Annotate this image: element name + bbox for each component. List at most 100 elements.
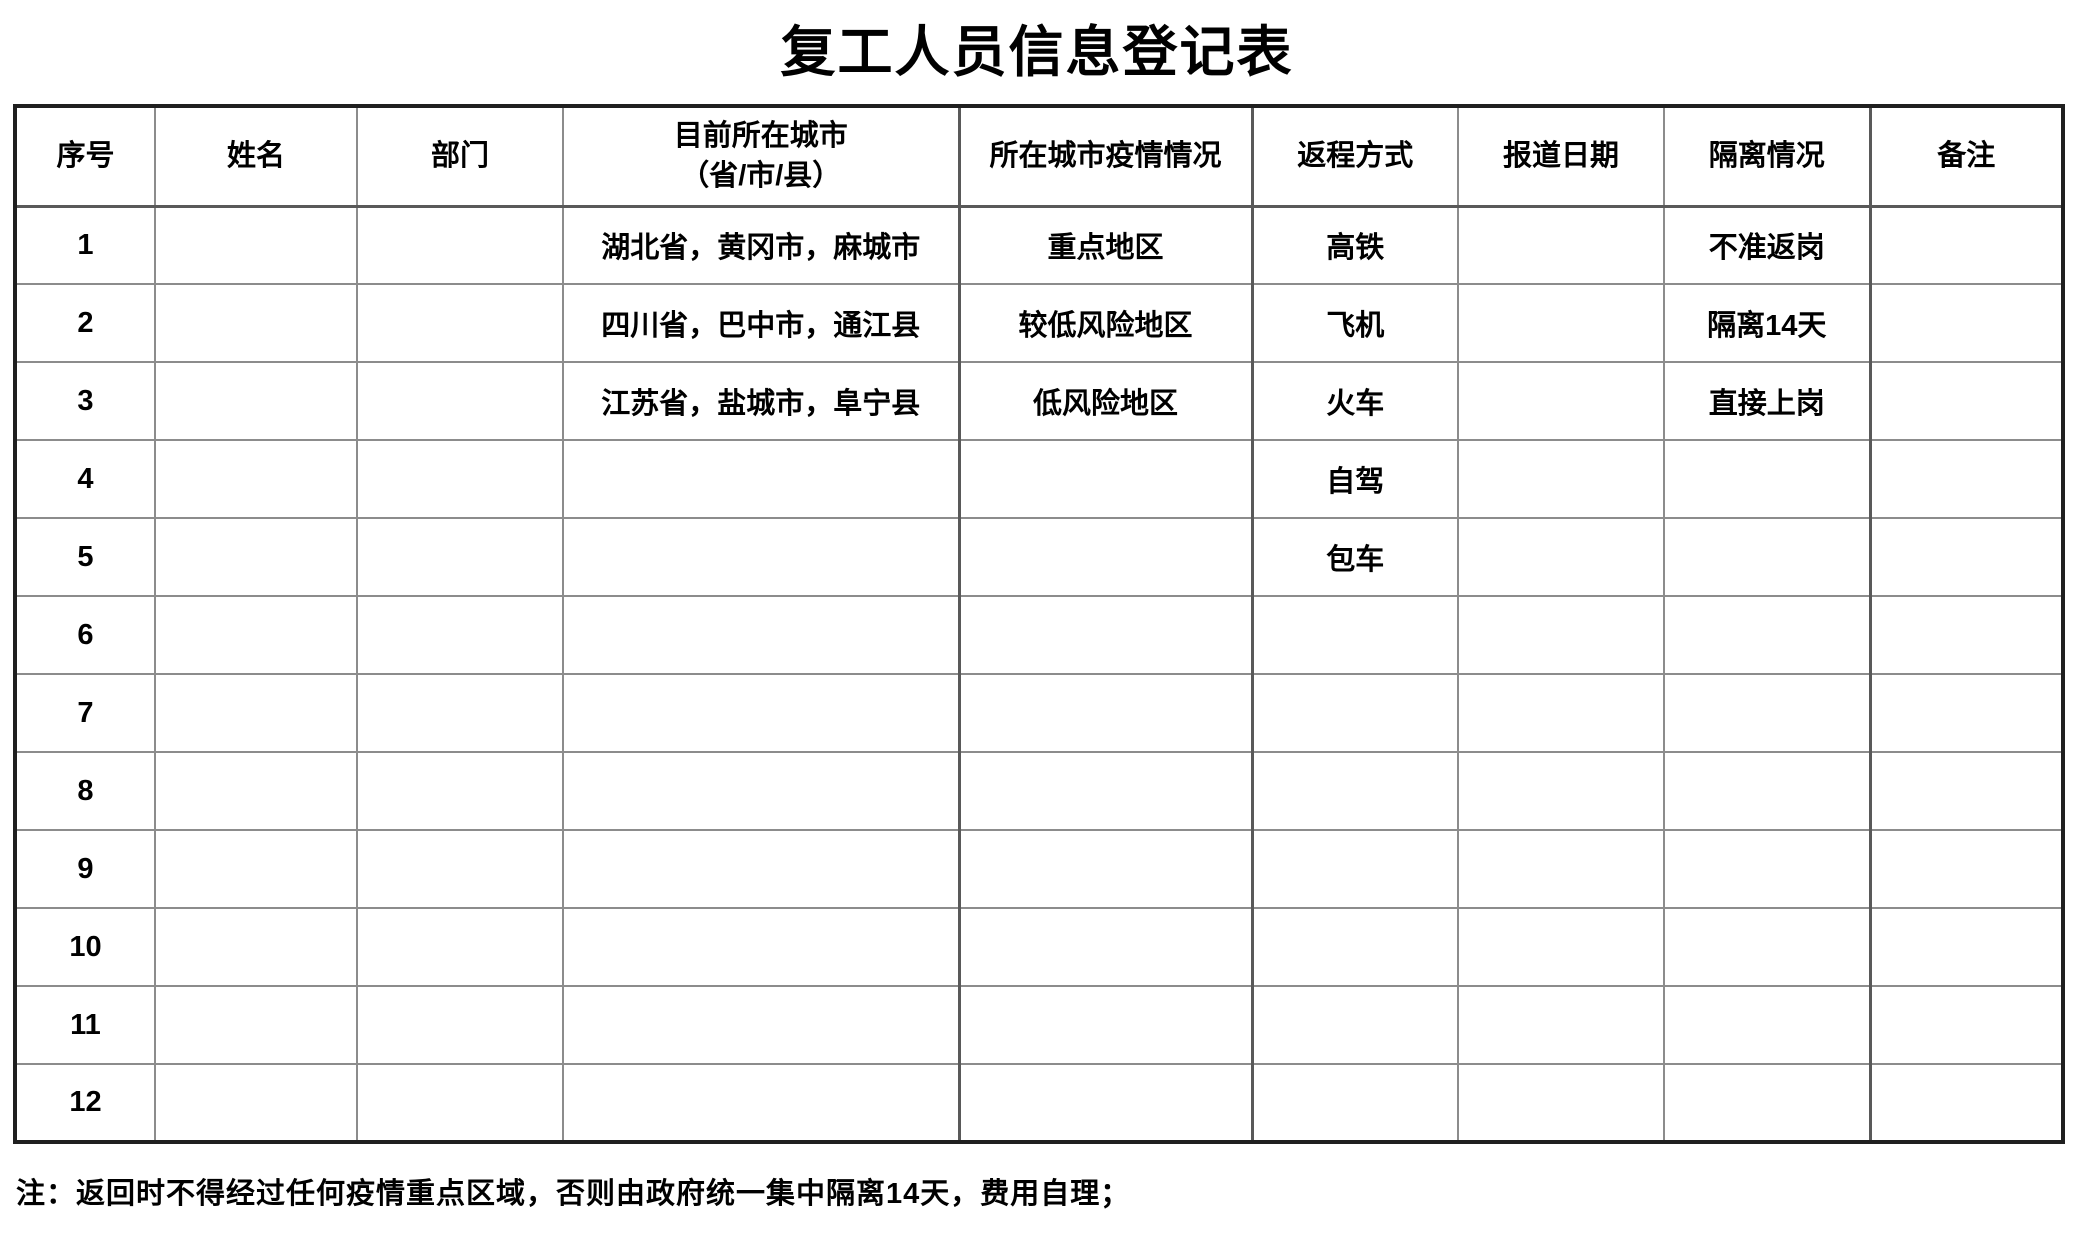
- cell-city: [562, 439, 960, 519]
- cell-dept: [356, 439, 564, 519]
- cell-city: [562, 517, 960, 597]
- column-header-quarantine: 隔离情况: [1663, 105, 1871, 208]
- cell-city: [562, 751, 960, 831]
- cell-no: 6: [14, 595, 156, 675]
- cell-dept: [356, 1063, 564, 1143]
- column-header-risk: 所在城市疫情情况: [957, 105, 1253, 208]
- cell-risk: [957, 517, 1253, 597]
- cell-remark: [1868, 907, 2064, 987]
- cell-name: [154, 985, 358, 1065]
- cell-remark: [1868, 673, 2064, 753]
- cell-risk: [957, 907, 1253, 987]
- cell-no: 12: [14, 1063, 156, 1143]
- cell-no: 7: [14, 673, 156, 753]
- table-row: 7: [14, 673, 2064, 753]
- cell-remark: [1868, 1063, 2064, 1143]
- cell-transport: 高铁: [1250, 205, 1459, 285]
- cell-name: [154, 673, 358, 753]
- cell-no: 5: [14, 517, 156, 597]
- cell-quarantine: 隔离14天: [1663, 283, 1871, 363]
- header-row: 序号 姓名 部门 目前所在城市 （省/市/县） 所在城市疫情情况 返程方式 报道…: [14, 105, 2064, 208]
- cell-risk: [957, 595, 1253, 675]
- table-body: 1 湖北省，黄冈市，麻城市 重点地区 高铁 不准返岗 2 四川省，巴中市，通江县 较低风险地区…: [14, 205, 2064, 1143]
- cell-transport: [1250, 751, 1459, 831]
- cell-quarantine: [1663, 985, 1871, 1065]
- cell-risk: [957, 439, 1253, 519]
- cell-report_date: [1457, 985, 1665, 1065]
- cell-city: [562, 907, 960, 987]
- cell-report_date: [1457, 283, 1665, 363]
- cell-dept: [356, 829, 564, 909]
- table-row: 10: [14, 907, 2064, 987]
- cell-risk: [957, 1063, 1253, 1143]
- table-row: 9: [14, 829, 2064, 909]
- cell-name: [154, 907, 358, 987]
- cell-dept: [356, 673, 564, 753]
- table-row: 1 湖北省，黄冈市，麻城市 重点地区 高铁 不准返岗: [14, 205, 2064, 285]
- column-header-name: 姓名: [154, 105, 358, 208]
- cell-report_date: [1457, 361, 1665, 441]
- cell-remark: [1868, 829, 2064, 909]
- cell-transport: [1250, 1063, 1459, 1143]
- cell-risk: 低风险地区: [957, 361, 1253, 441]
- cell-dept: [356, 283, 564, 363]
- cell-report_date: [1457, 205, 1665, 285]
- cell-transport: [1250, 985, 1459, 1065]
- column-header-city-line1: 目前所在城市: [673, 120, 848, 153]
- cell-quarantine: [1663, 907, 1871, 987]
- cell-report_date: [1457, 829, 1665, 909]
- cell-report_date: [1457, 439, 1665, 519]
- footnote: 注：返回时不得经过任何疫情重点区域，否则由政府统一集中隔离14天，费用自理；: [16, 1178, 1131, 1210]
- cell-name: [154, 751, 358, 831]
- cell-city: [562, 829, 960, 909]
- cell-remark: [1868, 361, 2064, 441]
- table-row: 6: [14, 595, 2064, 675]
- cell-transport: 火车: [1250, 361, 1459, 441]
- cell-dept: [356, 517, 564, 597]
- column-header-city: 目前所在城市 （省/市/县）: [562, 105, 960, 208]
- cell-quarantine: [1663, 751, 1871, 831]
- table-row: 3 江苏省，盐城市，阜宁县 低风险地区 火车 直接上岗: [14, 361, 2064, 441]
- cell-risk: 重点地区: [957, 205, 1253, 285]
- cell-report_date: [1457, 1063, 1665, 1143]
- column-header-city-line2: （省/市/县）: [680, 160, 842, 193]
- column-header-dept: 部门: [356, 105, 564, 208]
- cell-risk: [957, 829, 1253, 909]
- cell-report_date: [1457, 751, 1665, 831]
- cell-city: 湖北省，黄冈市，麻城市: [562, 205, 960, 285]
- cell-remark: [1868, 517, 2064, 597]
- cell-name: [154, 517, 358, 597]
- cell-no: 3: [14, 361, 156, 441]
- cell-name: [154, 829, 358, 909]
- cell-risk: 较低风险地区: [957, 283, 1253, 363]
- table-row: 12: [14, 1063, 2064, 1143]
- cell-name: [154, 205, 358, 285]
- cell-quarantine: [1663, 595, 1871, 675]
- cell-quarantine: [1663, 439, 1871, 519]
- cell-quarantine: 不准返岗: [1663, 205, 1871, 285]
- cell-remark: [1868, 205, 2064, 285]
- table-row: 2 四川省，巴中市，通江县 较低风险地区 飞机 隔离14天: [14, 283, 2064, 363]
- cell-no: 4: [14, 439, 156, 519]
- cell-quarantine: [1663, 517, 1871, 597]
- cell-no: 2: [14, 283, 156, 363]
- cell-transport: 自驾: [1250, 439, 1459, 519]
- page-title: 复工人员信息登记表: [780, 21, 1294, 83]
- cell-name: [154, 439, 358, 519]
- column-header-report-date: 报道日期: [1457, 105, 1665, 208]
- cell-city: 江苏省，盐城市，阜宁县: [562, 361, 960, 441]
- cell-quarantine: [1663, 829, 1871, 909]
- cell-remark: [1868, 595, 2064, 675]
- cell-remark: [1868, 283, 2064, 363]
- cell-dept: [356, 361, 564, 441]
- cell-no: 8: [14, 751, 156, 831]
- column-header-no: 序号: [14, 105, 156, 208]
- cell-dept: [356, 595, 564, 675]
- cell-quarantine: 直接上岗: [1663, 361, 1871, 441]
- cell-remark: [1868, 439, 2064, 519]
- cell-report_date: [1457, 907, 1665, 987]
- cell-quarantine: [1663, 673, 1871, 753]
- cell-remark: [1868, 751, 2064, 831]
- cell-city: [562, 1063, 960, 1143]
